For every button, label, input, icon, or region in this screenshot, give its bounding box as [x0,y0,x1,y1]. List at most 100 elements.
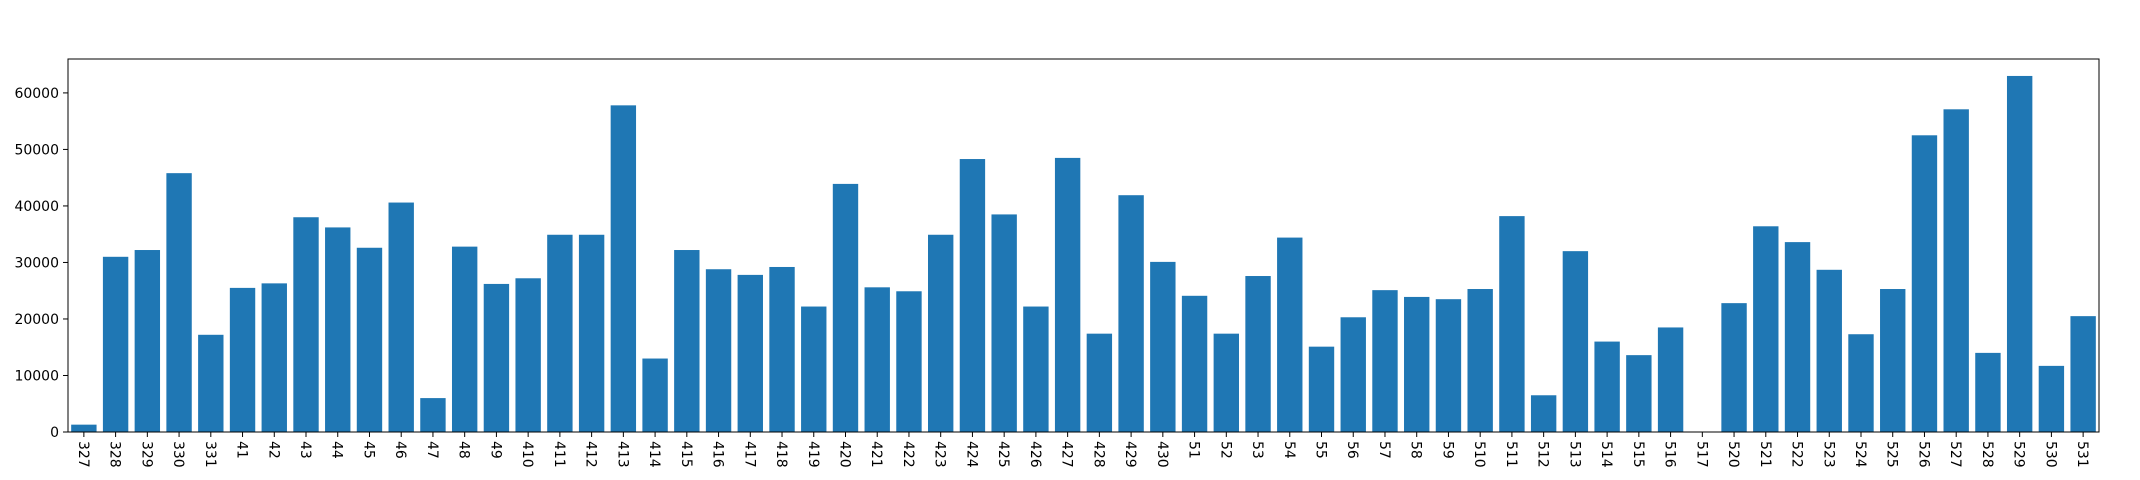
bar-411 [547,234,573,432]
x-tick-label: 429 [1122,441,1138,468]
bar-415 [674,250,700,432]
x-tick-label: 515 [1630,441,1646,468]
x-tick-label: 511 [1503,441,1519,468]
x-tick-label: 523 [1820,441,1836,468]
bar-429 [1118,195,1144,432]
y-tick-label: 10000 [14,368,59,384]
x-tick-label: 414 [646,441,662,468]
bar-328 [102,256,129,432]
bar-330 [166,173,192,433]
x-tick-label: 48 [456,441,472,459]
bar-420 [832,183,859,432]
x-tick-label: 425 [995,441,1011,468]
bar-421 [864,287,890,432]
x-tick-label: 513 [1566,441,1582,468]
x-tick-label: 412 [583,441,599,468]
x-tick-label: 517 [1693,441,1709,468]
x-tick-label: 420 [836,441,852,468]
bar-410 [515,278,541,432]
x-tick-label: 428 [1090,441,1106,468]
bar-48 [451,246,478,432]
x-tick-label: 430 [1154,441,1170,468]
y-tick-label: 40000 [14,199,59,215]
x-tick-label: 415 [678,441,694,468]
bar-512 [1530,395,1557,432]
x-tick-label: 54 [1281,441,1297,459]
x-tick-label: 43 [297,441,313,459]
x-tick-label: 418 [773,441,789,468]
x-tick-label: 516 [1662,441,1678,468]
x-tick-label: 327 [75,441,91,468]
x-tick-label: 521 [1757,441,1773,468]
bar-49 [483,283,510,432]
bar-47 [420,398,446,432]
bar-515 [1626,355,1652,432]
bar-54 [1277,237,1303,432]
bar-327 [71,424,97,432]
bar-419 [801,306,827,432]
x-tick-label: 531 [2074,441,2090,468]
bar-510 [1467,289,1493,432]
x-tick-label: 524 [1852,441,1868,468]
x-tick-label: 42 [265,441,281,459]
bar-526 [1911,135,1938,432]
x-tick-label: 520 [1725,441,1741,468]
x-tick-label: 526 [1915,441,1931,468]
bar-43 [293,217,319,432]
x-tick-label: 331 [202,441,218,468]
bar-514 [1594,341,1620,432]
bar-53 [1245,276,1271,432]
x-tick-label: 421 [868,441,884,468]
y-tick-label: 50000 [14,142,59,158]
x-tick-label: 424 [963,441,979,468]
bar-426 [1023,306,1049,432]
x-tick-label: 512 [1535,441,1551,468]
x-tick-label: 329 [138,441,154,468]
bar-527 [1943,109,1969,432]
x-tick-label: 530 [2042,441,2058,468]
x-tick-label: 411 [551,441,567,468]
bar-422 [896,291,922,432]
x-tick-label: 529 [2011,441,2027,468]
x-tick-label: 59 [1439,441,1455,459]
x-tick-label: 426 [1027,441,1043,468]
x-tick-label: 410 [519,441,535,468]
x-tick-label: 56 [1344,441,1360,459]
bar-521 [1753,226,1779,432]
x-tick-label: 52 [1217,441,1233,459]
bar-331 [198,334,224,432]
x-tick-label: 413 [614,441,630,468]
x-tick-label: 419 [805,441,821,468]
bar-413 [610,105,637,433]
x-tick-label: 55 [1313,441,1329,459]
y-tick-label: 60000 [14,86,59,102]
bar-52 [1213,333,1239,432]
bar-41 [229,287,256,432]
x-tick-label: 57 [1376,441,1392,459]
x-tick-label: 416 [710,441,726,468]
bar-523 [1816,269,1842,432]
bar-414 [642,358,668,432]
x-axis-ticks: 327 328 329 330 331 41 42 43 44 45 46 47 48 49 410 411 4… [75,432,2090,468]
bar-424 [959,159,986,433]
y-tick-label: 0 [50,425,59,441]
x-tick-label: 328 [107,441,123,468]
bar-44 [325,227,351,432]
bar-529 [2006,75,2033,433]
bar-56 [1340,317,1366,432]
x-tick-label: 422 [900,441,916,468]
bar-42 [261,283,287,432]
bar-525 [1880,289,1906,432]
bar-427 [1054,157,1081,432]
bar-416 [705,269,732,432]
y-tick-label: 30000 [14,255,59,271]
bar-46 [388,202,414,432]
x-tick-label: 51 [1186,441,1202,459]
x-tick-label: 417 [741,441,757,468]
x-tick-label: 528 [1979,441,1995,468]
x-tick-label: 522 [1789,441,1805,468]
bar-430 [1150,261,1176,432]
x-tick-label: 44 [329,441,345,459]
y-tick-label: 20000 [14,312,59,328]
